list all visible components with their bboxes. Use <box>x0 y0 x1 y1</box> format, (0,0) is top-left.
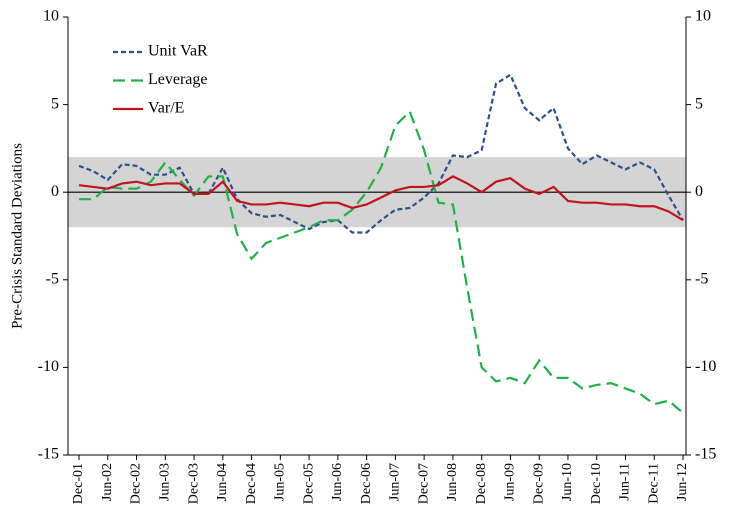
y2-tick-label: 10 <box>695 8 711 25</box>
x-tick-label: Jun-04 <box>215 463 230 501</box>
x-tick-label: Jun-02 <box>100 463 115 501</box>
y-tick-label: 10 <box>43 8 59 25</box>
x-tick-label: Jun-03 <box>158 463 173 501</box>
series-line <box>78 73 684 234</box>
y2-tick-label: -10 <box>695 358 716 375</box>
x-tick-label: Dec-06 <box>359 463 374 504</box>
y-tick-label: 0 <box>51 183 59 200</box>
x-tick-label: Dec-08 <box>474 463 489 504</box>
x-tick-label: Jun-08 <box>445 463 460 501</box>
x-tick-label: Dec-07 <box>416 463 431 504</box>
x-tick-label: Jun-12 <box>675 463 690 501</box>
x-tick-label: Dec-11 <box>646 463 661 504</box>
y2-tick-label: -15 <box>695 446 716 463</box>
x-tick-label: Dec-10 <box>589 463 604 504</box>
y-axis-title: Pre-Crisis Standard Deviations <box>9 143 25 329</box>
x-tick-label: Jun-10 <box>560 463 575 501</box>
x-tick-label: Jun-11 <box>618 463 633 501</box>
x-tick-label: Dec-04 <box>244 463 259 504</box>
x-tick-label: Dec-03 <box>186 463 201 504</box>
series-line <box>78 175 684 222</box>
y2-tick-label: 0 <box>695 183 703 200</box>
y-tick-label: -15 <box>38 446 59 463</box>
legend-label: Unit VaR <box>148 43 208 60</box>
x-tick-label: Jun-06 <box>330 463 345 501</box>
y-tick-label: 5 <box>51 95 59 112</box>
x-tick-label: Jun-09 <box>503 463 518 501</box>
x-tick-label: Jun-05 <box>273 463 288 501</box>
y2-tick-label: 5 <box>695 95 703 112</box>
series-line <box>79 109 684 414</box>
x-tick-label: Dec-05 <box>301 463 316 504</box>
legend-label: Var/E <box>148 100 184 117</box>
y-tick-label: -10 <box>38 358 59 375</box>
y-tick-label: -5 <box>46 270 59 287</box>
y2-tick-label: -5 <box>695 270 708 287</box>
x-tick-label: Dec-09 <box>531 463 546 504</box>
x-tick-label: Dec-01 <box>71 463 86 504</box>
x-tick-label: Dec-02 <box>129 463 144 504</box>
x-tick-label: Jun-07 <box>388 463 403 501</box>
legend-label: Leverage <box>148 71 208 88</box>
